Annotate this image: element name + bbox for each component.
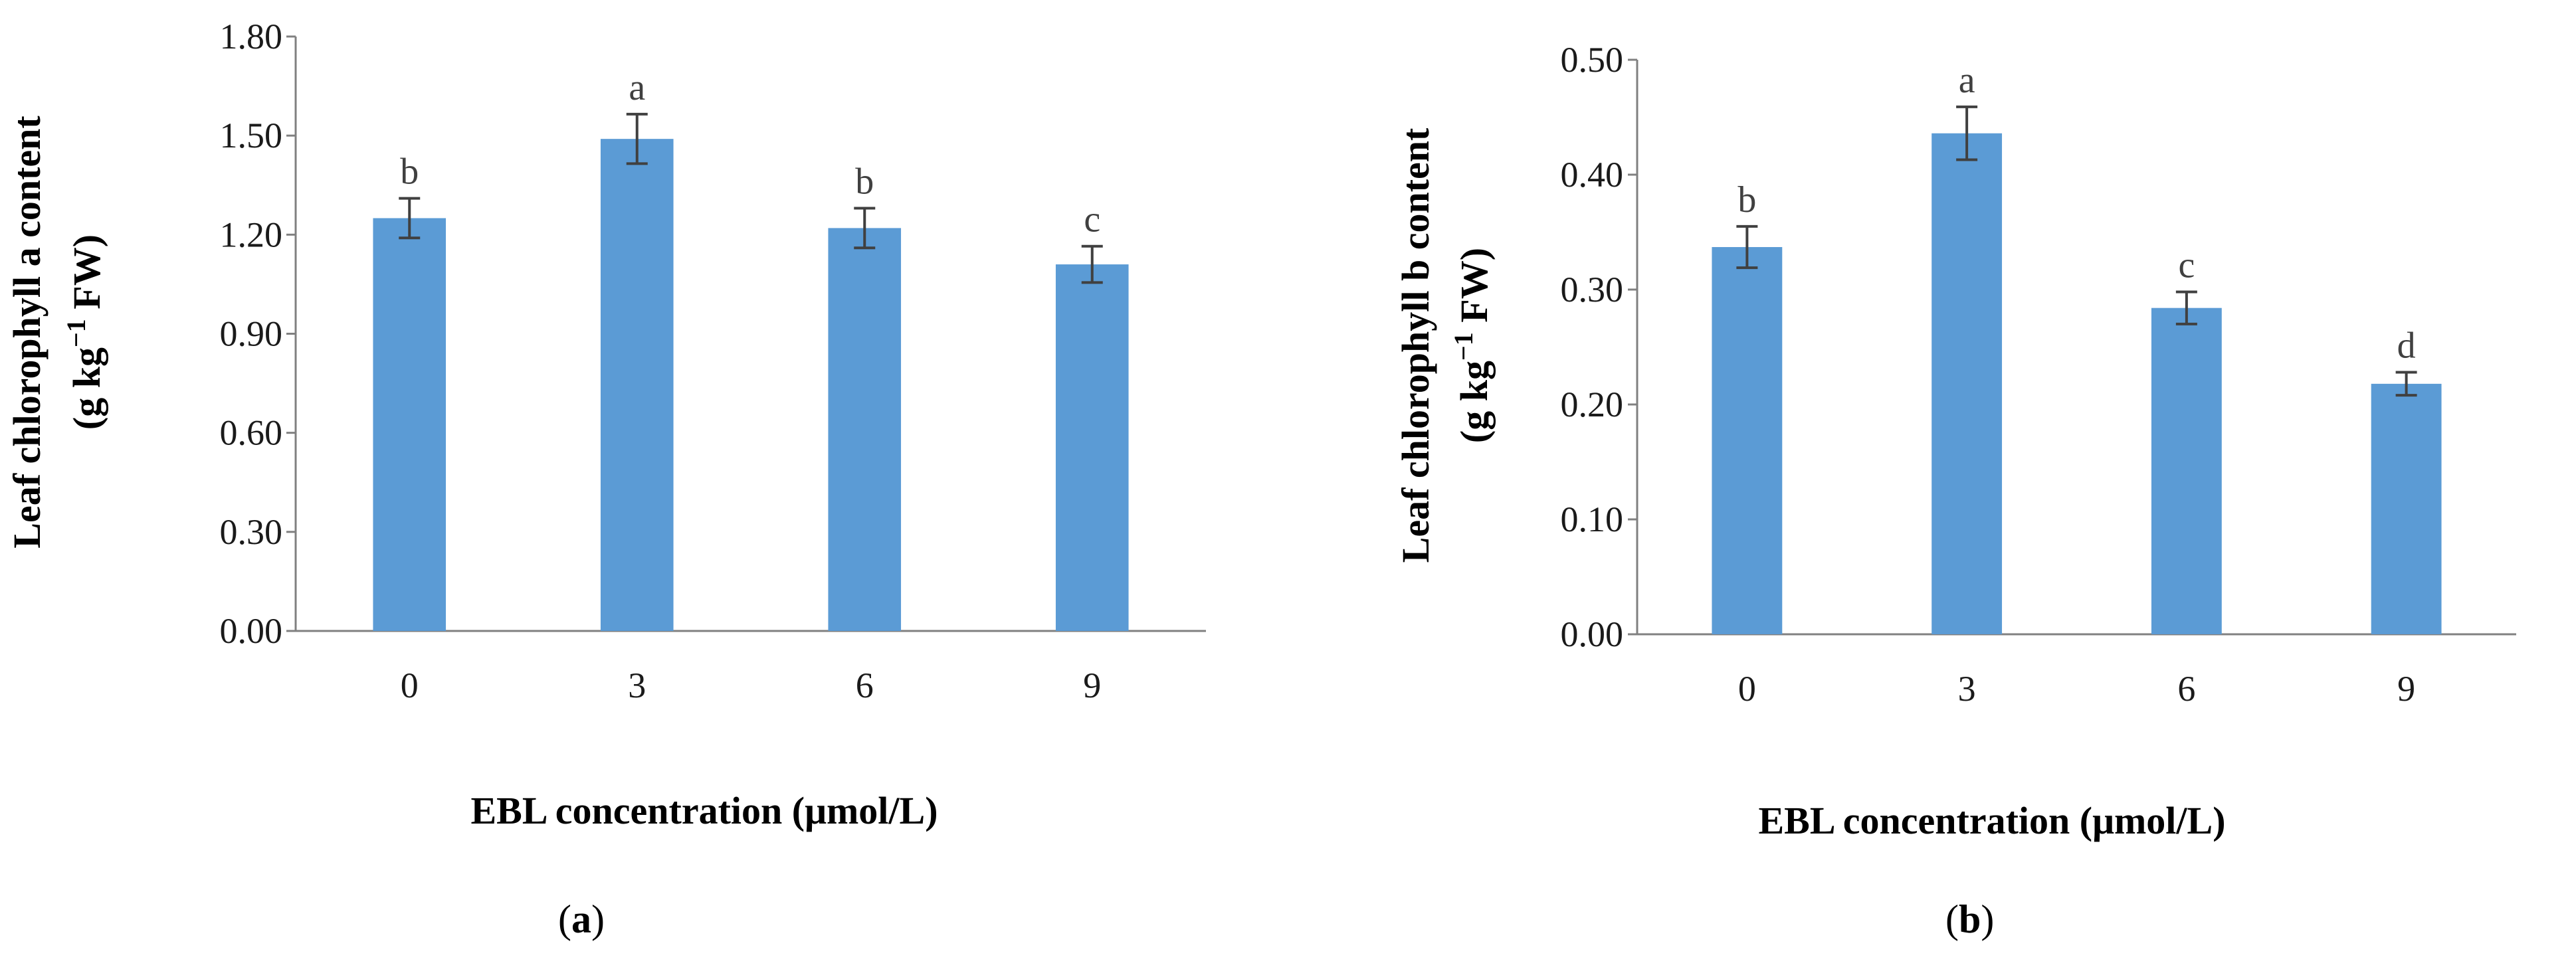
significance-label: d [2397,325,2416,367]
chart-a-svg: 0.00 0.30 0.60 0.90 1.20 1.50 1.80 b 0 a 3 b 6 c 9 EBL … [5,17,1206,832]
y-tick-label: 1.50 [220,116,283,155]
y-axis-title-unit: (g kg [1452,361,1496,443]
panel-label-b-letter: b [1958,897,1981,941]
panel-label-b: (b) [1945,897,1995,941]
x-tick-label: 9 [1083,665,1101,705]
chart-b-svg: 0.00 0.10 0.20 0.30 0.40 0.50 b 0 a 3 c 6 d 9 EBL conc… [1394,40,2516,842]
significance-label: a [629,67,645,108]
bar [373,218,446,631]
panel-label-a-letter: a [571,897,591,941]
y-tick-label: 0.30 [1561,270,1624,309]
x-axis-title: EBL concentration (μmol/L) [1758,799,2225,842]
y-tick-label: 0.20 [1561,385,1624,424]
x-tick-label: 3 [628,665,646,705]
y-axis-title-line1: Leaf chlorophyll b content [1394,128,1437,563]
panel-label-a: (a) [558,897,605,941]
y-tick-label: 0.00 [220,611,283,651]
y-tick-label: 0.40 [1561,155,1624,195]
y-tick-label: 0.90 [220,314,283,354]
y-axis-title-line2: (g kg−1 FW) [1448,248,1496,443]
y-axis-title-line1: Leaf chlorophyll a content [5,116,49,549]
bar [2151,308,2222,634]
significance-label: b [400,151,419,193]
x-axis-title: EBL concentration (μmol/L) [470,789,938,832]
y-tick-label: 1.80 [220,17,283,56]
y-axis-title-superscript: −1 [61,319,91,347]
y-tick-label: 0.50 [1561,40,1624,80]
x-tick-label: 6 [2177,669,2195,709]
chart-a-plot: 0.00 0.30 0.60 0.90 1.20 1.50 1.80 b 0 a 3 b 6 c 9 EBL … [5,17,1206,832]
y-tick-label: 0.10 [1561,499,1624,539]
y-axis-title-tail: FW) [1452,248,1496,332]
x-tick-label: 0 [401,665,419,705]
bar [1932,133,2003,635]
y-tick-label: 1.20 [220,215,283,254]
chart-panel-b: 0.00 0.10 0.20 0.30 0.40 0.50 b 0 a 3 c 6 d 9 EBL conc… [1288,0,2575,971]
significance-label: c [2178,244,2195,286]
y-axis-title-unit: (g kg [65,347,108,430]
y-tick-label: 0.60 [220,413,283,453]
x-tick-label: 3 [1958,669,1976,709]
significance-label: b [1737,179,1756,221]
x-tick-label: 9 [2397,669,2415,709]
significance-label: c [1084,199,1100,240]
significance-label: a [1959,60,1975,101]
y-axis-title-tail: FW) [65,234,108,319]
chart-b-plot: 0.00 0.10 0.20 0.30 0.40 0.50 b 0 a 3 c 6 d 9 EBL conc… [1394,40,2516,842]
x-tick-label: 6 [856,665,874,705]
bar [600,139,674,631]
y-tick-label: 0.00 [1561,614,1624,654]
bar [1055,264,1129,631]
y-axis-title-superscript: −1 [1448,332,1478,361]
x-tick-label: 0 [1738,669,1756,709]
bar [2371,383,2442,634]
bar [828,228,902,631]
significance-label: b [855,161,874,203]
bar [1712,246,1783,634]
y-axis-title-line2: (g kg−1 FW) [61,234,108,430]
chart-panel-a: 0.00 0.30 0.60 0.90 1.20 1.50 1.80 b 0 a 3 b 6 c 9 EBL … [5,17,1206,941]
y-tick-label: 0.30 [220,512,283,552]
